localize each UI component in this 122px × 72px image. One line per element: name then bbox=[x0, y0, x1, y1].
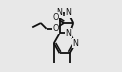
Text: O: O bbox=[52, 13, 58, 22]
Text: N: N bbox=[65, 8, 71, 17]
Text: N: N bbox=[57, 8, 62, 17]
Text: N: N bbox=[65, 29, 71, 38]
Text: O: O bbox=[52, 24, 58, 33]
Text: N: N bbox=[72, 39, 78, 48]
